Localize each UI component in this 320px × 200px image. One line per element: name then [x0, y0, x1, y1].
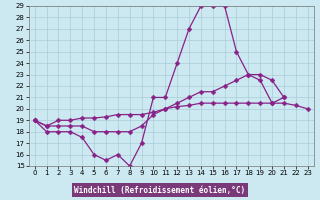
Text: Windchill (Refroidissement éolien,°C): Windchill (Refroidissement éolien,°C) — [75, 186, 245, 194]
